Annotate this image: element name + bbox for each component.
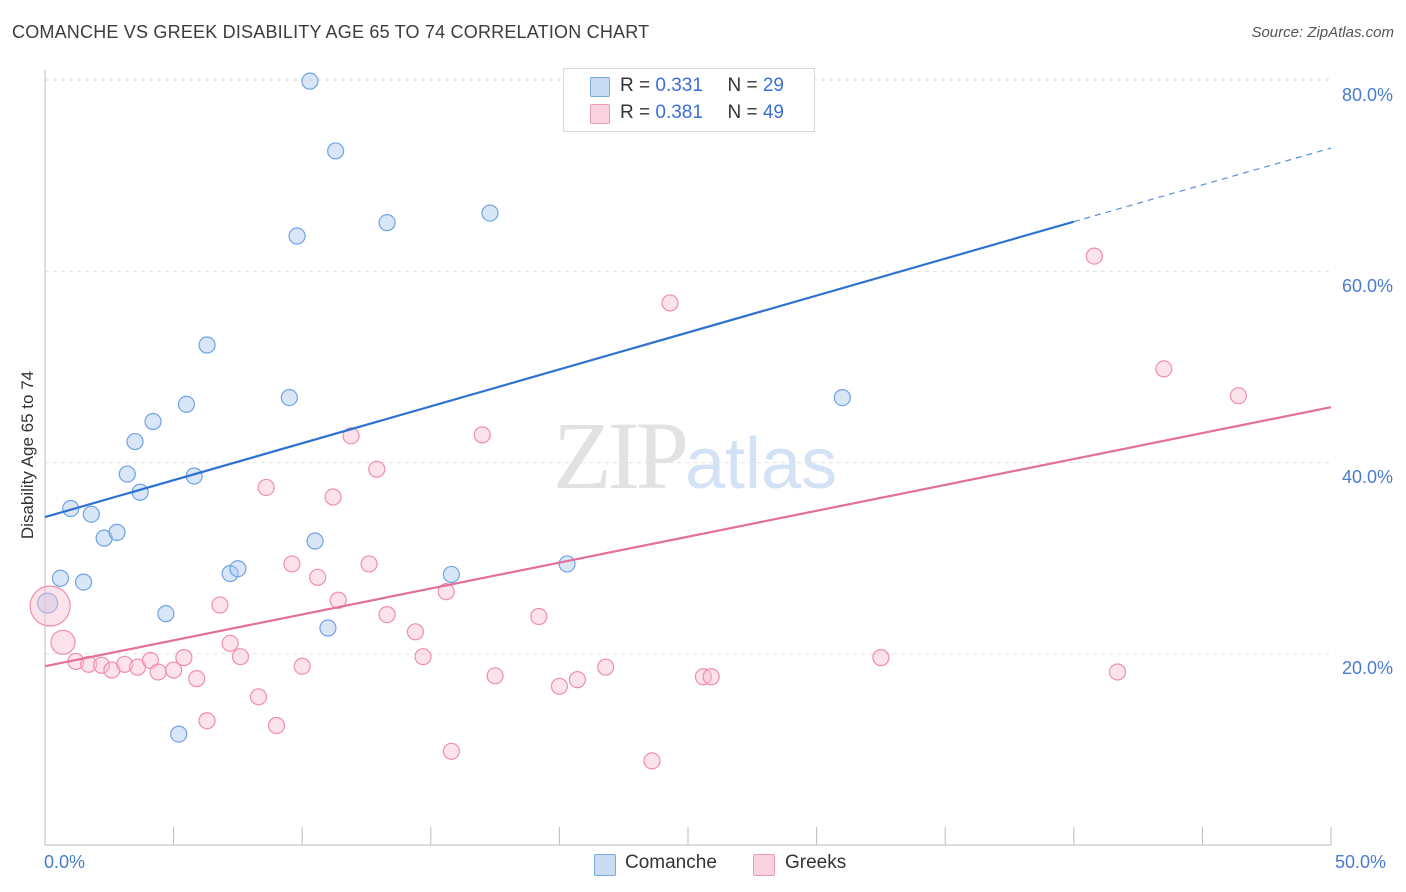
y-tick-60: 60.0% [1341,276,1393,296]
greeks-point [1155,360,1173,378]
comanche-point [319,619,337,637]
greeks-point [1085,247,1103,265]
comanche-point [126,432,144,451]
comanche-point [306,532,324,550]
greeks-point [342,427,360,445]
greeks-point [116,655,134,673]
y-tick-20: 20.0% [1341,658,1393,678]
greeks-point [550,677,569,695]
comanche-point [170,725,188,743]
greeks-point [267,716,286,735]
n-label: N = [727,102,763,123]
greeks-point [378,606,396,624]
greeks-point [702,668,720,686]
r-label: R = [620,102,656,123]
greeks-point [221,634,239,652]
comanche-trend-line [44,220,1075,519]
comanche-point [157,605,175,623]
comanche-trend-extension [1073,147,1332,223]
greeks-point [198,712,216,730]
greeks-point [597,658,615,676]
chart-title: COMANCHE VS GREEK DISABILITY AGE 65 TO 7… [12,22,650,42]
comanche-point [177,395,196,413]
comanche-point [301,72,319,90]
greeks-point [293,657,311,675]
bottom-legend-comanche: Comanche [625,852,717,873]
correlation-legend: R = 0.331 N = 29 R = 0.381 N = 49 [563,68,815,132]
greeks-point [50,629,76,655]
comanche-point [144,412,162,431]
greeks-point [473,426,491,444]
legend-row-comanche: R = 0.331 N = 29 [620,75,784,97]
comanche-point [558,555,576,573]
comanche-point [74,573,93,591]
greeks-point [149,663,167,681]
greeks-point [661,294,679,312]
greeks-point [406,623,424,641]
greeks-point [1229,387,1248,405]
watermark-zip: ZIP [553,402,689,509]
comanche-point [108,523,126,541]
r-label: R = [620,75,656,96]
greeks-point [188,670,206,688]
n-label: N = [727,75,763,96]
bottom-legend-comanche-swatch [594,854,616,876]
r-value: 0.331 [655,75,703,96]
x-tick-0: 0.0% [44,852,86,872]
comanche-point [198,336,216,354]
comanche-point [36,592,59,614]
n-value: 49 [762,102,784,123]
greeks-point [437,583,455,601]
greeks-trend-line [44,406,1332,668]
greeks-point [309,568,327,586]
comanche-point [82,505,100,523]
comanche-point [280,388,298,407]
comanche-point [288,227,306,245]
greeks-swatch [590,104,610,124]
x-tick-50: 50.0% [1335,852,1387,872]
greeks-point [414,648,432,666]
y-tick-40: 40.0% [1341,467,1393,487]
greeks-point [211,596,229,614]
greeks-point [368,460,386,478]
greeks-point [1108,663,1127,681]
comanche-point [481,204,499,222]
greeks-point [643,752,661,770]
legend-row-greeks: R = 0.381 N = 49 [620,102,784,124]
bottom-legend-greeks-swatch [753,854,775,876]
comanche-point [229,560,247,578]
bottom-legend-greeks: Greeks [785,852,847,873]
greeks-point [92,656,111,674]
greeks-point [29,585,71,627]
comanche-point [327,142,345,160]
greeks-point [175,649,193,667]
comanche-point [442,565,460,584]
greeks-point [249,688,268,706]
comanche-swatch [590,77,610,97]
watermark-atlas: atlas [685,424,838,504]
greeks-point [530,607,548,626]
greeks-point [283,555,301,573]
chart-source: Source: ZipAtlas.com [1251,24,1394,41]
comanche-point [118,465,136,483]
r-value: 0.381 [655,102,703,123]
greeks-point [360,555,378,573]
comanche-point [378,214,396,232]
y-tick-80: 80.0% [1341,85,1393,105]
greeks-point [486,667,504,685]
n-value: 29 [762,75,784,96]
greeks-point [324,488,342,506]
greeks-point [442,742,460,760]
greeks-point [568,671,587,689]
greeks-point [231,648,250,666]
greeks-point [872,649,890,667]
greeks-point [257,478,275,497]
watermark: ZIPatlas [553,400,837,511]
comanche-point [833,388,851,407]
comanche-point [51,569,70,587]
greeks-point [165,661,183,679]
